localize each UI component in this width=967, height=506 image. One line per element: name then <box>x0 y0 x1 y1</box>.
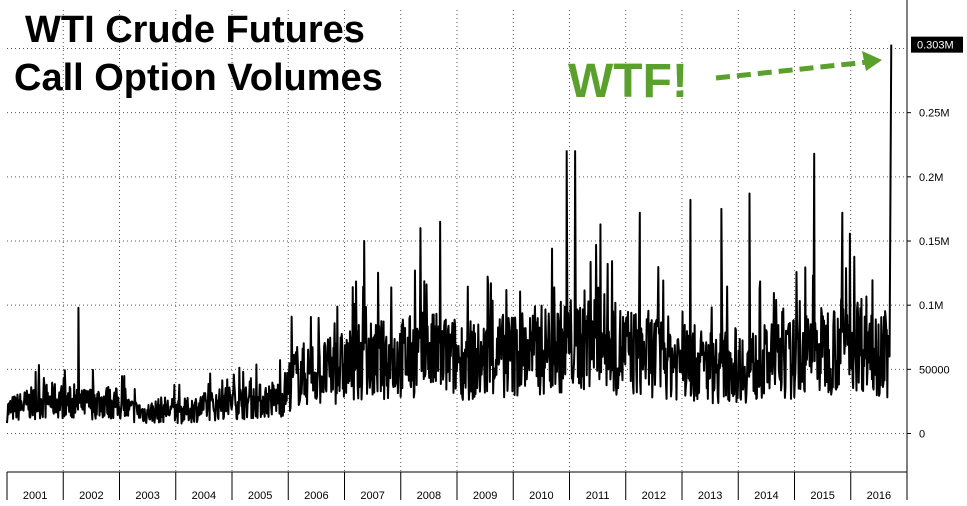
y-tick-label: 0.1M <box>919 300 943 312</box>
x-tick-label: 2009 <box>473 490 497 502</box>
x-tick-label: 2003 <box>135 490 159 502</box>
last-value-box <box>911 36 963 53</box>
wtf-annotation: WTF! <box>568 55 688 108</box>
x-tick-label: 2015 <box>810 490 834 502</box>
x-tick-label: 2001 <box>23 490 47 502</box>
x-tick-label: 2011 <box>586 490 610 502</box>
chart-title-line-2: Call Option Volumes <box>14 57 383 99</box>
x-tick-label: 2014 <box>754 490 778 502</box>
x-tick-label: 2007 <box>360 490 384 502</box>
y-tick-label: 0.25M <box>919 108 950 120</box>
x-tick-label: 2005 <box>248 490 272 502</box>
y-tick-label: 50000 <box>919 364 950 376</box>
x-tick-label: 2006 <box>304 490 328 502</box>
series-layer <box>6 44 893 425</box>
arrow-head <box>862 51 882 71</box>
x-tick-label: 2002 <box>79 490 103 502</box>
series-line <box>6 44 893 425</box>
x-tick-label: 2012 <box>642 490 666 502</box>
axis-layer <box>6 0 911 500</box>
x-tick-label: 2004 <box>192 490 216 502</box>
x-tick-label: 2013 <box>698 490 722 502</box>
last-value-label: 0.303M <box>917 40 954 52</box>
y-tick-label: 0.15M <box>919 236 950 248</box>
y-tick-label: 0.2M <box>919 172 943 184</box>
annotation-arrow <box>715 51 882 81</box>
arrow-shaft <box>715 59 869 81</box>
chart-title-line-1: WTI Crude Futures <box>25 9 365 51</box>
x-tick-label: 2010 <box>529 490 553 502</box>
x-tick-label: 2008 <box>417 490 441 502</box>
label-layer: 0 50000 0.1M 0.15M 0.2M 0.25M 2001 2002 2003 2004… <box>23 36 963 502</box>
x-tick-label: 2016 <box>867 490 891 502</box>
y-tick-label: 0 <box>919 429 925 441</box>
